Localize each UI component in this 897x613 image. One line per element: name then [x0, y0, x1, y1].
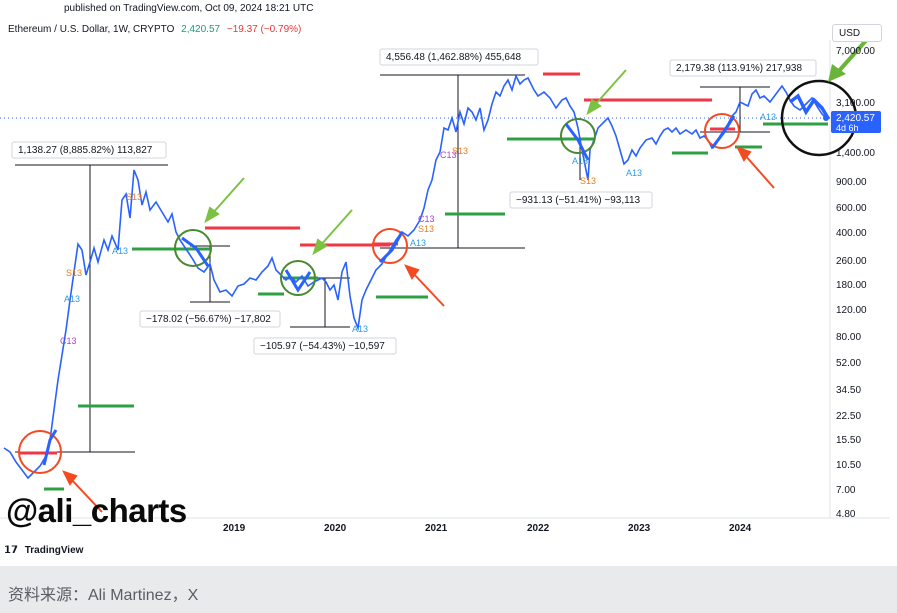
signal-label: S13 — [418, 224, 434, 234]
last-price-text: 2,420.57 — [836, 113, 875, 124]
x-axis: 2019 2020 2021 2022 2023 2024 — [223, 523, 752, 534]
currency-selector[interactable]: USD — [832, 24, 882, 42]
y-tick-label: 260.00 — [836, 256, 867, 267]
signal-label: C13 — [418, 214, 435, 224]
symbol-info: Ethereum / U.S. Dollar, 1W, CRYPTO 2,420… — [8, 24, 301, 35]
signal-label: C13 — [60, 336, 77, 346]
highlight-strokes — [42, 93, 830, 466]
signal-label: S13 — [126, 192, 142, 202]
last-price-badge — [831, 111, 881, 133]
y-tick-label: 52.00 — [836, 358, 861, 369]
signal-label: A13 — [572, 156, 588, 166]
red-arrows — [62, 146, 775, 513]
sell-levels — [20, 72, 735, 455]
source-caption-band: 资料来源：Ali Martinez，X — [0, 566, 897, 613]
y-tick-label: 10.50 — [836, 460, 861, 471]
buy-levels — [44, 122, 828, 491]
x-tick-label: 2024 — [729, 523, 752, 534]
y-tick-label: 3,100.00 — [836, 98, 875, 109]
signal-label: S13 — [580, 176, 596, 186]
countdown-text: 4d 6h — [836, 123, 859, 133]
tradingview-brand: TradingView — [24, 545, 84, 556]
tradingview-logo[interactable]: 𝟭𝟳 TradingView — [4, 545, 83, 556]
symbol-title: Ethereum / U.S. Dollar, 1W, CRYPTO — [8, 24, 175, 35]
x-tick-label: 2019 — [223, 523, 246, 534]
y-tick-label: 400.00 — [836, 228, 867, 239]
signal-label: S13 — [452, 146, 468, 156]
big-green-arrow — [836, 34, 872, 74]
x-tick-label: 2023 — [628, 523, 651, 534]
current-price: 2,420.57 — [181, 24, 221, 35]
big-green-arrowhead — [828, 64, 846, 82]
tradingview-logo-icon: 𝟭𝟳 — [4, 545, 18, 556]
published-note: published on TradingView.com, Oct 09, 20… — [64, 3, 314, 14]
measure-label-3: 2,179.38 (113.91%) 217,938 — [676, 63, 802, 74]
y-tick-label: 15.50 — [836, 435, 861, 446]
measure-label-2: 4,556.48 (1,462.88%) 455,648 — [386, 52, 522, 63]
signal-label: A13 — [112, 246, 128, 256]
last-price-dot — [823, 115, 829, 121]
price-chart: C13 A13 S13 A13 S13 A13 C13 S13 A13 C13 … — [0, 34, 890, 534]
x-tick-label: 2020 — [324, 523, 347, 534]
y-tick-label: 180.00 — [836, 280, 867, 291]
signal-circles — [18, 79, 858, 474]
signal-label: C13 — [440, 150, 457, 160]
measure-label-4: −178.02 (−56.67%) −17,802 — [146, 314, 271, 325]
y-tick-label: 7,000.00 — [836, 46, 875, 57]
y-tick-label: 34.50 — [836, 385, 861, 396]
measurement-boxes: 1,138.27 (8,885.82%) 113,827 4,556.48 (1… — [11, 48, 817, 355]
price-change: −19.37 (−0.79%) — [226, 24, 302, 35]
y-tick-label: 22.50 — [836, 411, 861, 422]
signal-label: A13 — [760, 112, 776, 122]
y-tick-label: 80.00 — [836, 332, 861, 343]
x-tick-label: 2022 — [527, 523, 550, 534]
price-line — [3, 73, 830, 480]
y-tick-label: 900.00 — [836, 177, 867, 188]
source-caption: 资料来源：Ali Martinez，X — [8, 587, 199, 604]
y-tick-label: 4.80 — [836, 509, 856, 520]
measure-label-1: 1,138.27 (8,885.82%) 113,827 — [18, 145, 153, 156]
signal-label: A13 — [352, 324, 368, 334]
y-tick-label: 7.00 — [836, 485, 856, 496]
x-tick-label: 2021 — [425, 523, 448, 534]
y-axis: 7,000.00 3,100.00 1,400.00 900.00 600.00 400.… — [836, 46, 875, 520]
author-watermark: @ali_charts — [6, 492, 187, 529]
y-tick-label: 1,400.00 — [836, 148, 875, 159]
y-tick-label: 120.00 — [836, 305, 867, 316]
signal-label: S13 — [66, 268, 82, 278]
signal-label: A13 — [626, 168, 642, 178]
measure-label-5: −105.97 (−54.43%) −10,597 — [260, 341, 385, 352]
signal-label: A13 — [64, 294, 80, 304]
measure-label-6: −931.13 (−51.41%) −93,113 — [516, 195, 641, 206]
signal-labels: C13 A13 S13 A13 S13 A13 C13 S13 A13 C13 … — [60, 112, 776, 346]
signal-label: A13 — [410, 238, 426, 248]
green-arrows — [204, 69, 627, 256]
y-tick-label: 600.00 — [836, 203, 867, 214]
